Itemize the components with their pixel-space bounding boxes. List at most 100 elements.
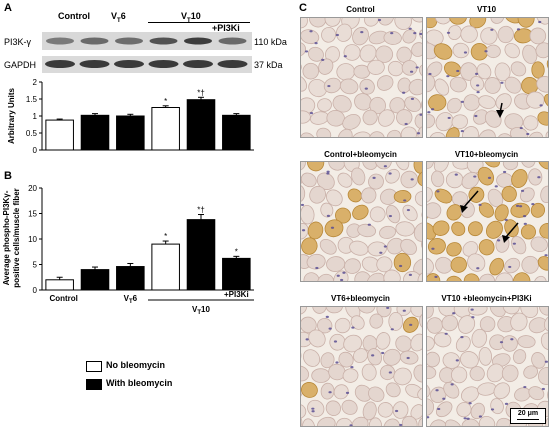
muscle-fiber <box>395 335 413 353</box>
muscle-fiber <box>434 188 453 204</box>
bar <box>80 114 110 151</box>
nucleus <box>463 417 467 420</box>
muscle-fiber <box>495 93 512 110</box>
legend-label-no-bleomycin: No bleomycin <box>106 360 166 370</box>
muscle-fiber <box>451 114 468 130</box>
muscle-fiber <box>468 186 485 203</box>
nucleus <box>399 423 403 426</box>
muscle-fiber <box>453 307 472 318</box>
legend-swatch-white <box>86 361 102 372</box>
panel-a-pi3ki-label: +PI3Ki <box>212 23 240 33</box>
muscle-fiber <box>517 18 535 28</box>
muscle-fiber <box>411 42 422 57</box>
muscle-fiber <box>478 273 496 281</box>
panel-c-letter: C <box>299 2 307 14</box>
bar <box>151 107 180 151</box>
muscle-fiber <box>539 223 548 239</box>
bar <box>45 119 74 151</box>
scale-bar-box: 20 μm <box>510 408 546 424</box>
gapdh-band <box>79 60 110 68</box>
panel-b-letter: B <box>4 170 12 182</box>
muscle-fiber <box>435 256 453 274</box>
nucleus <box>311 407 315 410</box>
muscle-fiber <box>316 127 332 137</box>
muscle-fiber <box>478 129 496 137</box>
muscle-fiber <box>427 351 440 368</box>
muscle-fiber <box>326 256 346 272</box>
y-tick-label: 0.5 <box>26 129 38 138</box>
muscle-fiber <box>352 204 369 220</box>
muscle-fiber <box>523 365 539 379</box>
muscle-fiber <box>418 312 422 331</box>
muscle-fiber <box>301 18 308 29</box>
nucleus <box>499 341 504 344</box>
muscle-fiber <box>418 64 422 79</box>
muscle-fiber <box>368 131 385 137</box>
muscle-fiber <box>368 417 382 426</box>
nucleus <box>541 387 545 391</box>
muscle-fiber <box>528 131 544 137</box>
muscle-fiber <box>446 275 463 281</box>
panel-a-control-label: Control <box>58 11 90 21</box>
muscle-fiber <box>362 162 378 170</box>
muscle-fiber <box>502 162 519 171</box>
muscle-fiber <box>325 189 343 207</box>
muscle-fiber <box>445 419 462 426</box>
micro-label-vt10: VT10 <box>476 5 497 14</box>
muscle-fiber <box>328 162 345 171</box>
y-tick-label: 2 <box>33 78 38 87</box>
nucleus <box>523 222 527 225</box>
y-tick-label: 0 <box>33 286 38 295</box>
muscle-fiber <box>538 162 548 170</box>
muscle-fiber <box>427 18 438 29</box>
nucleus <box>388 214 393 218</box>
pi3k-blot-strip <box>42 32 252 50</box>
muscle-fiber <box>392 401 409 419</box>
muscle-fiber <box>477 166 495 186</box>
pi3k-band <box>184 37 212 45</box>
muscle-fiber <box>316 416 336 426</box>
muscle-fiber <box>501 185 517 203</box>
muscle-fiber <box>427 202 442 219</box>
nucleus <box>305 338 309 341</box>
muscle-fiber <box>374 162 393 170</box>
panel-b-vt10-label: VT10 <box>192 305 210 316</box>
nucleus <box>335 33 339 37</box>
nucleus <box>436 190 440 193</box>
muscle-fiber <box>303 272 320 281</box>
muscle-fiber <box>478 346 493 366</box>
y-tick-label: 10 <box>28 235 37 244</box>
muscle-fiber <box>357 223 377 238</box>
nucleus <box>309 111 314 115</box>
nucleus <box>538 20 542 24</box>
nucleus <box>446 31 451 34</box>
nucleus <box>437 407 441 411</box>
nucleus <box>473 175 477 178</box>
muscle-fiber <box>414 191 422 207</box>
muscle-fiber <box>301 74 308 92</box>
nucleus <box>460 129 464 133</box>
bar <box>116 115 145 151</box>
muscle-fiber <box>502 307 520 315</box>
nucleus <box>345 391 350 394</box>
micrograph-vt10-bleomycin-pi3ki <box>426 306 549 427</box>
nucleus <box>519 126 523 130</box>
muscle-fiber <box>352 26 369 46</box>
blot-size-gapdh: 37 kDa <box>254 60 283 70</box>
muscle-fiber <box>433 43 453 60</box>
arrow-line <box>505 222 519 238</box>
muscle-fiber <box>451 221 466 236</box>
muscle-fiber <box>341 399 358 415</box>
muscle-fiber <box>503 257 521 274</box>
legend-label-with-bleomycin: With bleomycin <box>106 378 173 388</box>
muscle-fiber <box>317 273 335 281</box>
muscle-fiber <box>497 25 514 44</box>
nucleus <box>336 274 340 277</box>
pi3k-band <box>149 37 178 45</box>
muscle-fiber <box>490 18 505 24</box>
chart-a-ylabel: Arbitrary Units <box>7 87 16 144</box>
y-tick-label: 15 <box>28 210 37 219</box>
muscle-fiber <box>408 78 422 96</box>
muscle-fiber <box>427 307 434 319</box>
nucleus <box>383 165 387 168</box>
